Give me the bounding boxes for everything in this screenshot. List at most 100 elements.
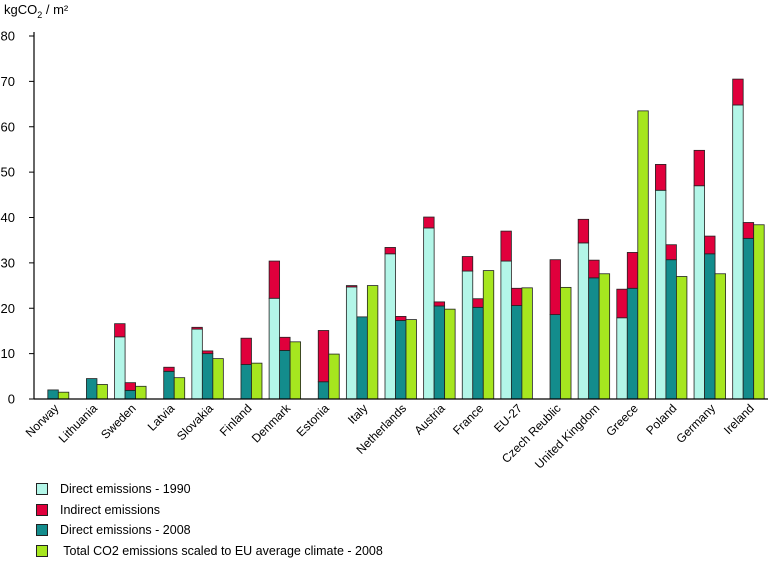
bar-total-scaled-2008 (638, 111, 649, 399)
bar-total-scaled-2008 (367, 286, 378, 399)
y-tick-label: 10 (1, 346, 15, 361)
bar-direct-1990 (617, 318, 628, 399)
bar-direct-2008 (241, 365, 252, 399)
bar-direct-1990 (424, 228, 435, 399)
y-tick-label: 60 (1, 119, 15, 134)
x-category-label: Poland (643, 401, 679, 437)
bar-indirect-2008 (164, 367, 175, 371)
x-category-label: Lithuania (56, 401, 101, 446)
bar-total-scaled-2008 (290, 342, 301, 399)
bar-indirect-1990 (424, 217, 435, 228)
y-axis-label-tail: / m² (42, 2, 69, 17)
bars (48, 79, 764, 399)
bar-total-scaled-2008 (676, 276, 687, 399)
bar-indirect-2008 (202, 351, 213, 354)
bar-total-scaled-2008 (251, 363, 262, 399)
bar-total-scaled-2008 (522, 288, 533, 399)
bar-direct-2008 (627, 288, 638, 399)
x-category-label: Ireland (721, 401, 757, 437)
bar-indirect-1990 (115, 324, 126, 337)
bar-direct-2008 (396, 321, 407, 399)
bar-direct-1990 (578, 243, 589, 399)
y-tick-label: 80 (1, 29, 15, 44)
bar-total-scaled-2008 (483, 271, 494, 399)
bar-indirect-1990 (346, 286, 357, 287)
bar-indirect-1990 (617, 289, 628, 318)
x-category-label: Denmark (249, 401, 294, 446)
x-category-label: Germany (673, 401, 718, 446)
bar-total-scaled-2008 (213, 359, 224, 399)
x-category-label: France (450, 401, 487, 438)
bar-total-scaled-2008 (561, 287, 572, 399)
bar-direct-1990 (501, 261, 512, 399)
bar-total-scaled-2008 (174, 378, 185, 399)
bar-indirect-1990 (269, 261, 280, 298)
bar-direct-2008 (511, 306, 522, 399)
bar-direct-1990 (462, 271, 473, 399)
bar-total-scaled-2008 (715, 274, 726, 399)
bar-total-scaled-2008 (97, 384, 108, 399)
bar-indirect-2008 (550, 260, 561, 315)
bar-indirect-2008 (473, 299, 484, 308)
y-tick-label: 20 (1, 301, 15, 316)
bar-direct-1990 (346, 287, 357, 399)
bar-direct-1990 (655, 190, 666, 399)
y-tick-label: 40 (1, 210, 15, 225)
legend-swatch (36, 483, 48, 495)
bar-direct-2008 (589, 278, 600, 399)
bar-direct-2008 (86, 379, 97, 399)
bar-total-scaled-2008 (58, 392, 69, 399)
legend-label: Total CO2 emissions scaled to EU average… (60, 544, 383, 558)
x-category-label: Finland (217, 401, 255, 439)
bar-direct-2008 (473, 307, 484, 399)
bar-indirect-2008 (434, 302, 445, 306)
legend: Direct emissions - 1990 Indirect emissio… (36, 479, 383, 561)
bar-direct-2008 (48, 390, 59, 399)
legend-label: Direct emissions - 2008 (60, 523, 191, 537)
legend-label: Direct emissions - 1990 (60, 482, 191, 496)
bar-indirect-1990 (733, 79, 744, 105)
bar-indirect-1990 (694, 150, 705, 185)
y-axis-label: kgCO2 / m² (4, 2, 69, 20)
bar-indirect-2008 (666, 245, 677, 260)
bar-direct-2008 (550, 315, 561, 399)
bar-indirect-1990 (385, 247, 396, 253)
legend-item-direct-2008: Direct emissions - 2008 (36, 520, 383, 541)
bar-indirect-2008 (396, 316, 407, 320)
legend-swatch (36, 524, 48, 536)
bar-direct-1990 (733, 105, 744, 399)
x-category-label: Slovakia (174, 401, 216, 443)
bar-indirect-1990 (655, 164, 666, 190)
bar-indirect-2008 (705, 236, 716, 254)
bar-direct-2008 (666, 260, 677, 399)
legend-swatch (36, 504, 48, 516)
bar-direct-1990 (115, 337, 126, 399)
y-tick-label: 70 (1, 74, 15, 89)
bar-total-scaled-2008 (754, 225, 765, 399)
legend-swatch (36, 545, 48, 557)
x-category-label: Estonia (294, 401, 332, 439)
legend-label: Indirect emissions (60, 503, 160, 517)
bar-direct-2008 (280, 350, 291, 399)
bar-direct-1990 (694, 186, 705, 399)
bar-direct-2008 (357, 317, 368, 399)
legend-item-indirect: Indirect emissions (36, 500, 383, 521)
bar-direct-1990 (385, 254, 396, 399)
x-category-label: Norway (23, 401, 62, 440)
y-axis-label-main: kgCO (4, 2, 37, 17)
bar-direct-2008 (125, 390, 136, 399)
bar-direct-2008 (318, 382, 329, 399)
bar-total-scaled-2008 (445, 309, 456, 399)
bar-total-scaled-2008 (329, 354, 340, 399)
y-tick-label: 30 (1, 255, 15, 270)
legend-item-direct-1990: Direct emissions - 1990 (36, 479, 383, 500)
x-category-label: Latvia (145, 401, 178, 434)
legend-item-total-scaled: Total CO2 emissions scaled to EU average… (36, 541, 383, 561)
bar-direct-2008 (743, 238, 754, 399)
y-tick-label: 0 (8, 392, 15, 407)
x-category-label: Italy (345, 401, 370, 426)
bar-total-scaled-2008 (406, 320, 417, 399)
